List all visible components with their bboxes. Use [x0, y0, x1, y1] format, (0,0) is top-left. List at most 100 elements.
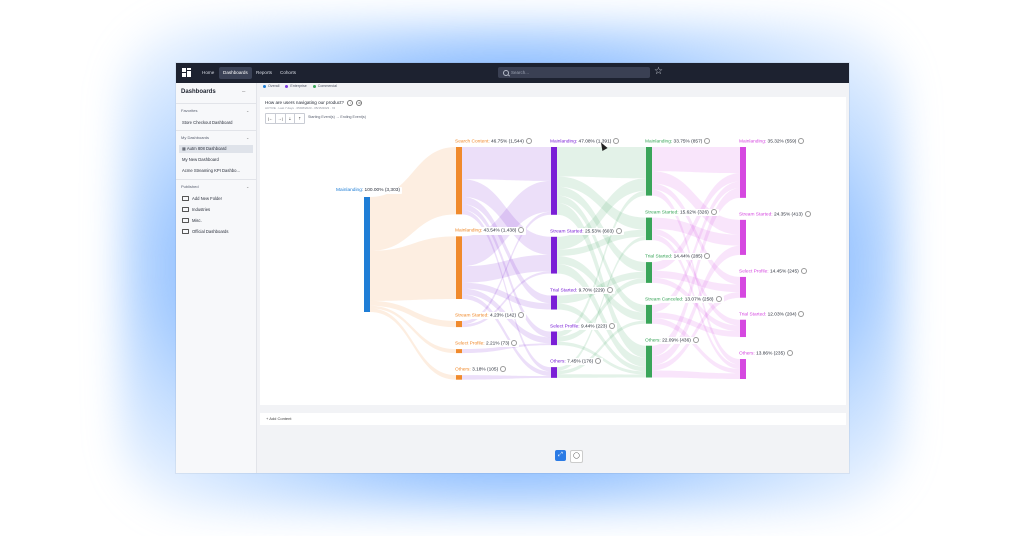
expand-down-button[interactable]: ⇣ — [286, 114, 296, 123]
collapse-sidebar-icon[interactable]: – — [242, 89, 246, 95]
sidebar-item-autm-dashboard[interactable]: ▦ Autm 808 Dashboard — [179, 145, 253, 153]
sankey-node-c2_trial[interactable] — [551, 295, 557, 310]
info-icon[interactable] — [804, 210, 811, 217]
sankey-node-c4_stream[interactable] — [740, 219, 746, 255]
sankey-link[interactable] — [652, 370, 740, 379]
sankey-node-c2_select[interactable] — [551, 331, 557, 346]
sankey-link[interactable] — [557, 229, 646, 256]
sankey-node-c3_stream[interactable] — [646, 217, 652, 241]
sidebar-item-store-checkout[interactable]: Store Checkout Dashboard — [182, 120, 233, 125]
sidebar-item-my-new-dashboard[interactable]: My New Dashboard — [182, 157, 219, 162]
sankey-link[interactable] — [652, 292, 740, 371]
info-icon[interactable] — [615, 227, 622, 234]
sankey-link[interactable] — [652, 147, 740, 174]
sankey-node-c3_others[interactable] — [646, 345, 652, 378]
info-icon[interactable] — [704, 138, 711, 144]
chat-icon[interactable]: ◯ — [570, 450, 583, 463]
sankey-label-c1_stream[interactable]: Stream Started: 4.23% (142) — [453, 312, 527, 320]
sankey-label-c3_cancel[interactable]: Stream Canceled: 13.07% (258) — [643, 295, 724, 304]
sankey-link[interactable] — [462, 271, 551, 328]
sankey-label-c0_main[interactable]: Mainlanding: 100.00% (3,303) — [334, 187, 403, 194]
expand-up-button[interactable]: ⇡ — [297, 116, 302, 121]
sankey-node-c3_cancel[interactable] — [646, 304, 652, 324]
info-icon[interactable] — [715, 295, 722, 302]
end-right-button[interactable]: →| — [276, 114, 286, 123]
sankey-link[interactable] — [652, 318, 740, 374]
info-icon[interactable] — [606, 286, 613, 293]
sankey-label-c1_select[interactable]: Select Profile: 2.21% (73) — [453, 340, 520, 348]
sankey-link[interactable] — [557, 320, 646, 375]
sankey-link[interactable] — [557, 278, 646, 342]
sankey-link[interactable] — [370, 305, 456, 354]
sankey-link[interactable] — [462, 147, 551, 181]
sankey-link[interactable] — [462, 343, 551, 354]
sankey-link[interactable] — [652, 217, 740, 246]
sankey-link[interactable] — [652, 183, 740, 285]
sankey-link[interactable] — [652, 189, 740, 365]
app-logo-icon[interactable] — [182, 68, 191, 77]
expand-icon[interactable]: ⤢ — [555, 450, 566, 461]
sankey-link[interactable] — [557, 190, 646, 337]
sankey-node-c0_main[interactable] — [364, 197, 370, 312]
sankey-link[interactable] — [370, 308, 456, 380]
info-icon[interactable] — [518, 227, 525, 234]
sankey-label-c1_others[interactable]: Others: 3.18% (105) — [453, 366, 509, 374]
sankey-label-c1_main[interactable]: Mainlanding: 43.54% (1,438) — [453, 227, 527, 235]
sankey-link[interactable] — [462, 179, 551, 255]
sankey-link[interactable] — [370, 147, 456, 251]
sidebar-item-acme-streaming[interactable]: Acme Streaming KPI Dashbo... — [182, 168, 240, 173]
sankey-link[interactable] — [557, 236, 646, 371]
sankey-label-c3_main[interactable]: Mainlanding: 33.75% (857) — [643, 138, 713, 146]
info-icon[interactable] — [595, 358, 602, 365]
sankey-label-c2_others[interactable]: Others: 7.45% (176) — [548, 358, 604, 366]
sidebar-item-misc[interactable]: Misc. — [179, 217, 253, 225]
sankey-link[interactable] — [462, 254, 551, 283]
sankey-link[interactable] — [557, 303, 646, 372]
sankey-label-c4_others[interactable]: Others: 13.86% (235) — [737, 350, 795, 358]
sankey-label-c1_search[interactable]: Search Content: 46.75% (1,544) — [453, 138, 534, 146]
chevron-down-icon[interactable]: ⌄ — [246, 184, 250, 189]
info-icon[interactable] — [800, 267, 807, 274]
sankey-node-c1_select[interactable] — [456, 349, 462, 354]
sankey-node-c2_others[interactable] — [551, 367, 557, 378]
sankey-link[interactable] — [557, 341, 646, 375]
info-icon[interactable] — [613, 138, 620, 144]
star-icon[interactable]: ☆ — [654, 66, 663, 77]
sankey-label-c2_select[interactable]: Select Profile: 9.44% (223) — [548, 322, 618, 330]
sankey-node-c1_stream[interactable] — [456, 321, 462, 328]
info-icon[interactable] — [692, 336, 699, 343]
info-icon[interactable] — [786, 350, 793, 357]
chevron-down-icon[interactable]: ⌄ — [246, 108, 250, 113]
sankey-label-c3_trial[interactable]: Trial Started: 14.44% (285) — [643, 253, 713, 261]
sankey-node-c3_main[interactable] — [646, 147, 652, 196]
sankey-link[interactable] — [557, 203, 646, 358]
sankey-node-c4_others[interactable] — [740, 359, 746, 379]
sankey-link[interactable] — [370, 236, 456, 301]
nav-cohorts[interactable]: Cohorts — [280, 70, 297, 75]
info-icon[interactable]: i — [347, 100, 354, 106]
sankey-link[interactable] — [462, 375, 551, 380]
sankey-label-c4_select[interactable]: Select Profile: 14.45% (245) — [737, 267, 809, 276]
sankey-link[interactable] — [652, 188, 740, 357]
nav-dashboards[interactable]: Dashboards — [219, 67, 252, 79]
sankey-link[interactable] — [557, 147, 646, 179]
sankey-link[interactable] — [652, 181, 740, 313]
info-icon[interactable] — [798, 310, 805, 317]
sidebar-item-add-folder[interactable]: Add New Folder — [179, 195, 253, 203]
sankey-link[interactable] — [462, 294, 551, 377]
sankey-link[interactable] — [462, 180, 551, 267]
search-input[interactable]: Search... — [498, 67, 650, 78]
sankey-link[interactable] — [652, 228, 740, 326]
sankey-link[interactable] — [462, 211, 551, 325]
sankey-label-c3_stream[interactable]: Stream Started: 15.62% (326) — [643, 208, 719, 216]
sankey-link[interactable] — [652, 277, 740, 332]
info-icon[interactable] — [710, 208, 717, 215]
info-icon[interactable] — [518, 312, 525, 319]
sankey-link[interactable] — [370, 300, 456, 328]
sankey-node-c1_others[interactable] — [456, 375, 462, 380]
sankey-node-c4_trial[interactable] — [740, 319, 746, 338]
sankey-link[interactable] — [557, 374, 646, 378]
sankey-label-c3_others[interactable]: Others: 22.09% (436) — [643, 336, 701, 344]
sankey-node-c4_main[interactable] — [740, 147, 746, 198]
sankey-label-c4_main[interactable]: Mainlanding: 35.32% (559) — [737, 138, 807, 146]
